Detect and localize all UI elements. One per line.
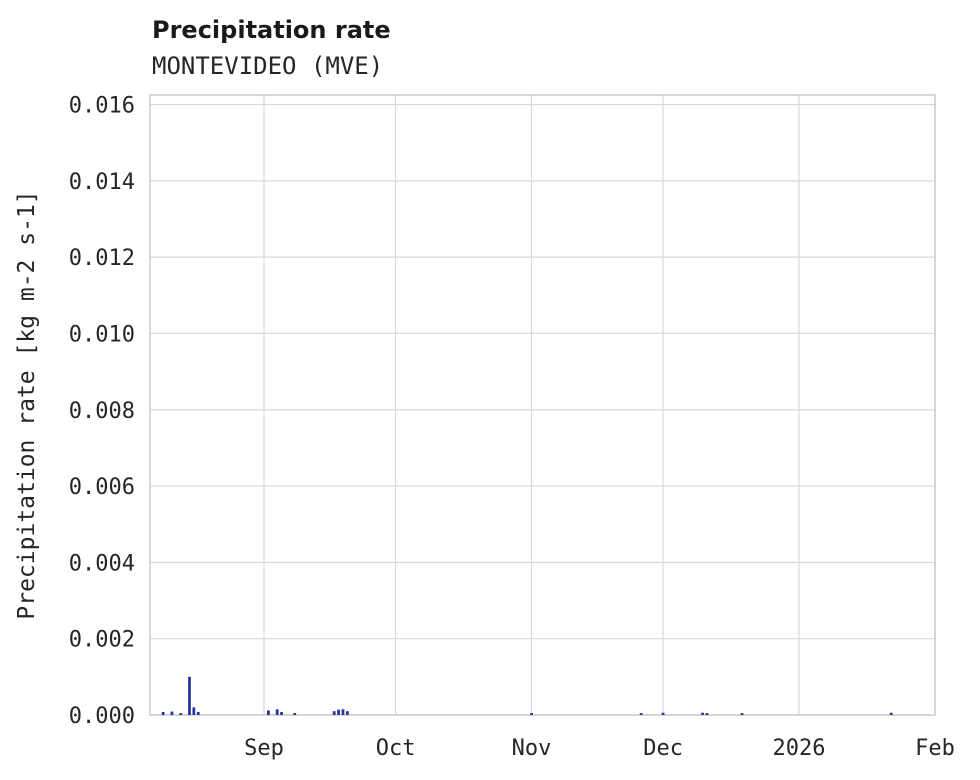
precip-bar: [337, 709, 340, 715]
x-tick-label: Dec: [643, 736, 683, 761]
precip-bar: [161, 711, 165, 715]
precip-bar: [332, 711, 336, 715]
precip-bar: [293, 713, 297, 715]
precip-bar: [345, 711, 349, 715]
y-tick-label: 0.010: [69, 322, 135, 347]
precip-bar: [740, 713, 744, 715]
precip-bar: [170, 711, 174, 715]
x-tick-label: Oct: [376, 736, 416, 761]
y-tick-label: 0.006: [69, 475, 135, 500]
precip-bar: [280, 711, 283, 715]
x-tick-label: 2026: [773, 736, 826, 761]
precip-bar: [530, 713, 533, 715]
precip-bar: [341, 709, 345, 715]
plot-background: [150, 95, 935, 715]
precip-bar: [889, 712, 893, 715]
chart-title: Precipitation rate: [152, 16, 391, 44]
y-tick-label: 0.004: [69, 551, 135, 576]
x-tick-label: Feb: [915, 736, 955, 761]
precip-bar: [639, 713, 643, 715]
precip-bar: [196, 711, 200, 715]
y-tick-label: 0.016: [69, 94, 135, 119]
y-tick-label: 0.014: [69, 170, 135, 195]
y-tick-label: 0.000: [69, 704, 135, 729]
x-tick-label: Nov: [512, 736, 552, 761]
precip-bar: [267, 710, 270, 715]
precip-bar: [179, 713, 183, 715]
y-tick-label: 0.012: [69, 246, 135, 271]
precip-bar: [705, 713, 709, 715]
chart-subtitle: MONTEVIDEO (MVE): [152, 52, 384, 80]
plot-border: [149, 94, 936, 716]
x-tick-label: Sep: [244, 736, 284, 761]
precip-bar: [192, 707, 196, 715]
y-tick-label: 0.008: [69, 399, 135, 424]
precip-bar: [188, 676, 191, 715]
precip-bar: [701, 712, 704, 715]
y-axis-label: Precipitation rate [kg m-2 s-1]: [14, 190, 40, 619]
y-tick-label: 0.002: [69, 628, 135, 653]
precip-bar: [661, 712, 665, 715]
precip-bar: [275, 709, 279, 715]
